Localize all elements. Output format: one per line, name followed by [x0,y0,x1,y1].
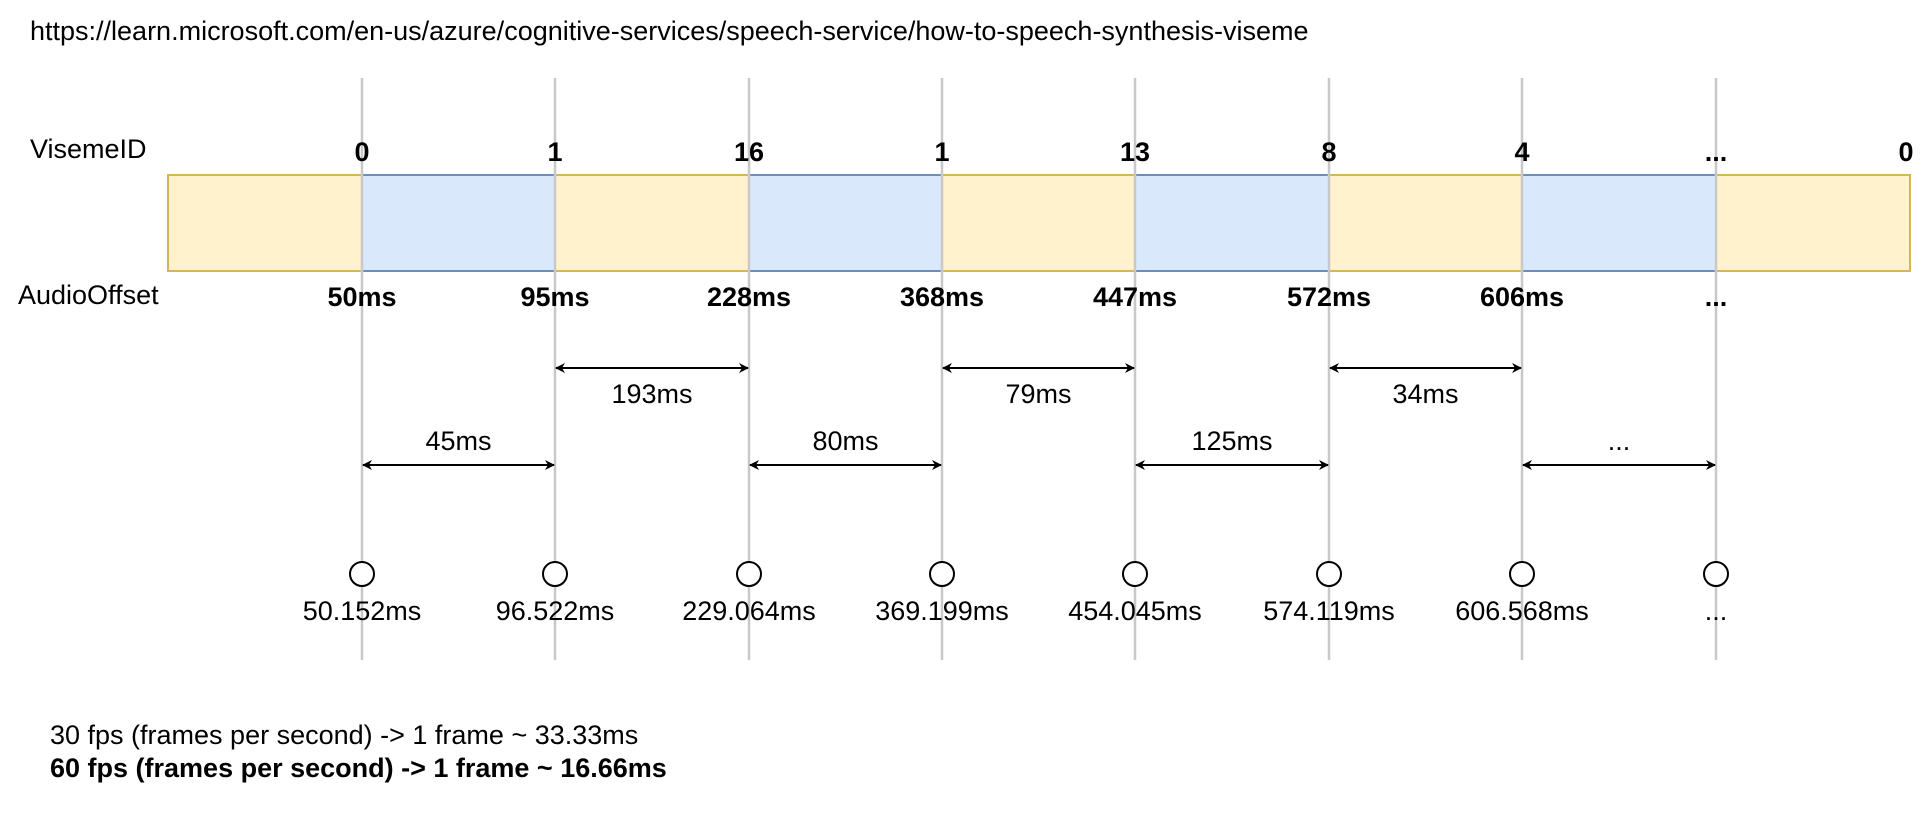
frame-marker-circle [542,561,568,587]
viseme-id-row-label: VisemeID [30,134,147,164]
frame-marker-circle [349,561,375,587]
duration-label: ... [1608,426,1631,456]
duration-label: 34ms [1392,379,1458,409]
audio-offset-label: 95ms [520,282,589,312]
duration-label: 193ms [611,379,692,409]
audio-offset-label: 228ms [707,282,791,312]
viseme-id-label: 1 [547,137,562,167]
audio-offset-label: ... [1705,282,1728,312]
viseme-id-label: 16 [734,137,764,167]
audio-offset-label: 572ms [1287,282,1371,312]
duration-label: 79ms [1005,379,1071,409]
audio-offset-row-label: AudioOffset [18,280,159,310]
frame-time-label: 574.119ms [1263,596,1395,626]
duration-arrow: 193ms [555,363,749,409]
viseme-id-label: 13 [1120,137,1150,167]
duration-arrow: 45ms [362,426,555,470]
frame-time-label: 50.152ms [303,596,422,626]
frame-time-label: 369.199ms [875,596,1009,626]
viseme-segment [1715,174,1911,272]
duration-arrow: ... [1522,426,1716,470]
viseme-id-label: ... [1705,137,1728,167]
duration-arrow: 79ms [942,363,1135,409]
frame-time-label: ... [1705,596,1728,626]
viseme-segment [1134,174,1330,272]
frame-time-label: 96.522ms [496,596,615,626]
viseme-id-label: 1 [934,137,949,167]
duration-label: 80ms [812,426,878,456]
note-30fps: 30 fps (frames per second) -> 1 frame ~ … [50,720,639,750]
viseme-segment [1328,174,1523,272]
duration-arrows: 45ms 193ms 80ms 79ms 125ms 34ms... [362,363,1716,470]
frame-marker-circle [736,561,762,587]
frame-time-label: 229.064ms [682,596,816,626]
duration-label: 125ms [1191,426,1272,456]
duration-arrow: 125ms [1135,426,1329,470]
viseme-segment [1521,174,1717,272]
frame-time-label: 454.045ms [1068,596,1202,626]
audio-offset-labels: 50ms 95ms 228ms 368ms 447ms 572ms 606ms... [327,282,1727,312]
audio-offset-label: 368ms [900,282,984,312]
audio-offset-label: 50ms [327,282,396,312]
duration-label: 45ms [425,426,491,456]
frame-marker-circle [1703,561,1729,587]
note-60fps: 60 fps (frames per second) -> 1 frame ~ … [50,753,667,783]
frame-marker-circle [929,561,955,587]
source-url: https://learn.microsoft.com/en-us/azure/… [30,16,1309,46]
viseme-id-label: 8 [1321,137,1336,167]
viseme-id-label: 0 [354,137,369,167]
frame-marker-circle [1122,561,1148,587]
duration-arrow: 80ms [749,426,942,470]
segment-bar [167,174,1911,272]
frame-time-label: 606.568ms [1455,596,1589,626]
viseme-id-labels: 0 1 16 1 13 8 4... 0 [354,137,1913,167]
viseme-segment [748,174,943,272]
frame-markers: 50.152ms 96.522ms 229.064ms 369.199ms 454.04… [303,561,1729,626]
frame-marker-circle [1316,561,1342,587]
duration-arrow: 34ms [1329,363,1522,409]
viseme-id-label: 4 [1514,137,1529,167]
audio-offset-label: 606ms [1480,282,1564,312]
viseme-segment [167,174,363,272]
viseme-segment [361,174,556,272]
audio-offset-label: 447ms [1093,282,1177,312]
viseme-id-label: 0 [1898,137,1913,167]
viseme-segment [554,174,750,272]
frame-marker-circle [1509,561,1535,587]
viseme-segment [941,174,1136,272]
